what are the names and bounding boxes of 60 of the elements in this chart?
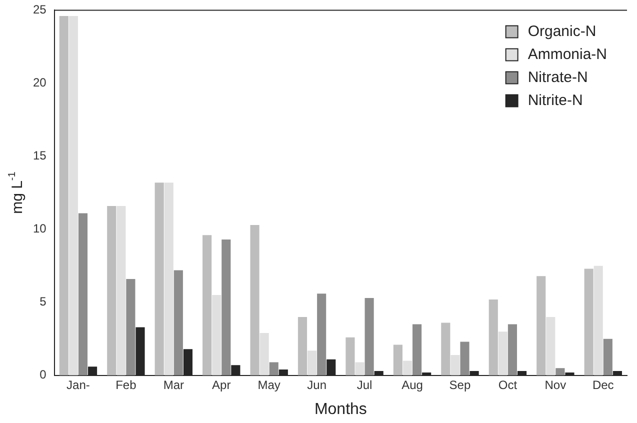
bar [355,362,364,376]
bar [174,270,183,376]
bar [508,324,518,376]
bar [269,362,278,376]
bar [584,268,594,376]
bar [164,182,174,376]
bar [317,294,326,376]
bar [260,333,269,376]
x-tick-label: Apr [212,378,231,392]
bar [154,182,164,376]
bar [59,16,68,376]
bar [308,350,317,376]
bar [450,354,460,376]
bar [594,266,603,376]
y-tick-label: 25 [32,2,47,17]
y-tick-label: 5 [40,294,47,309]
x-tick-label: Sep [449,378,471,392]
x-tick-label: Jan- [66,378,90,392]
bar [488,299,498,376]
bar [250,224,260,376]
bar [536,276,546,376]
bar [298,316,308,376]
bar [78,213,88,376]
bar [202,235,212,376]
legend-label: Nitrate-N [528,68,588,86]
bar [346,337,355,376]
bar [212,295,222,376]
x-tick-label: Aug [402,378,423,392]
legend-label: Organic-N [528,22,596,40]
bar [603,338,612,376]
x-tick-label: Jul [356,378,372,392]
legend-label: Ammonia-N [528,46,608,63]
y-tick-label: 20 [32,76,47,90]
x-tick-label: Feb [116,378,137,392]
bar [68,16,78,376]
bar [556,368,565,376]
y-tick-label: 0 [40,368,47,382]
legend-label: Nitrite-N [528,92,583,109]
y-axis-title: mg L-1 [6,171,26,214]
bar [116,206,126,376]
y-tick-label: 10 [32,222,47,236]
bar [107,206,116,376]
bar [402,360,412,376]
bar [126,278,136,376]
x-tick-label: May [258,378,280,392]
x-tick-label: Oct [498,378,518,392]
bar [222,240,231,376]
y-tick-label: 15 [32,148,47,163]
bar [364,298,374,376]
bar [412,324,422,376]
x-tick-label: Mar [163,378,184,392]
x-tick-label: Dec [592,378,614,392]
x-axis-title: Months [314,400,367,418]
x-tick-label: Jun [307,378,326,392]
bar [460,342,470,376]
bar [498,332,508,376]
bar [441,322,450,376]
bar [546,316,556,376]
bar [393,344,402,376]
x-tick-label: Nov [544,378,566,392]
